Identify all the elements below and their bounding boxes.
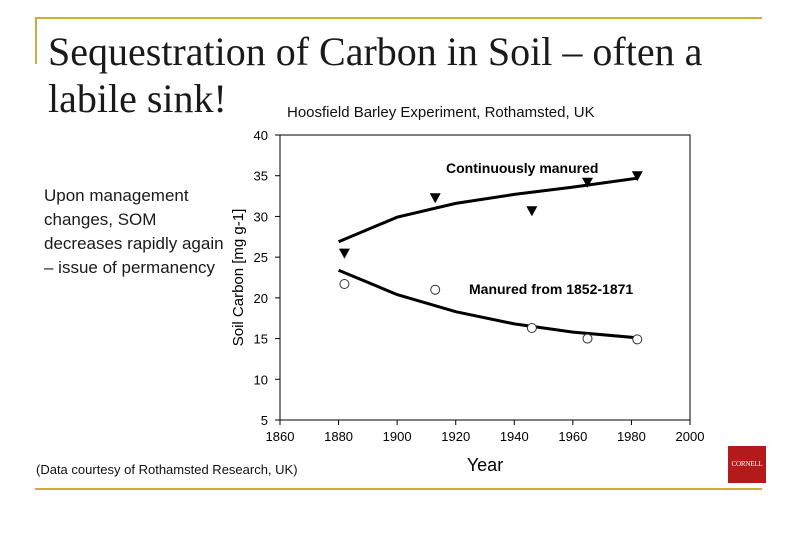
x-tick-label: 1860 bbox=[266, 429, 295, 444]
data-point-triangle bbox=[338, 248, 350, 259]
data-point-circle bbox=[632, 334, 643, 345]
x-axis-label: Year bbox=[467, 455, 503, 475]
y-tick-label: 40 bbox=[254, 128, 268, 143]
data-point-circle bbox=[430, 284, 441, 295]
fit-curve-series-2 bbox=[338, 268, 638, 340]
data-point-triangle bbox=[526, 206, 538, 217]
slide-title: Sequestration of Carbon in Soil – often … bbox=[48, 29, 703, 121]
fit-curve-series-1 bbox=[338, 176, 638, 244]
soil-carbon-chart: 1860 1880 1900 1920 1940 1960 1980 2000 5 10 15 20 2… bbox=[230, 128, 705, 475]
y-tick-label: 10 bbox=[254, 372, 268, 387]
x-tick-label: 1920 bbox=[441, 429, 470, 444]
x-tick-label: 2000 bbox=[676, 429, 705, 444]
data-point-circle bbox=[526, 322, 537, 333]
x-tick-label: 1900 bbox=[383, 429, 412, 444]
y-tick-label: 30 bbox=[254, 209, 268, 224]
data-point-triangle bbox=[429, 193, 441, 204]
cornell-logo: CORNELL bbox=[728, 446, 766, 483]
y-tick-label: 5 bbox=[261, 413, 268, 428]
management-note: Upon management changes, SOM decreases r… bbox=[44, 186, 224, 277]
data-point-circle bbox=[339, 279, 350, 290]
data-point-triangle bbox=[631, 171, 643, 182]
data-credit: (Data courtesy of Rothamsted Research, U… bbox=[36, 462, 298, 477]
y-axis-label: Soil Carbon [mg g-1] bbox=[230, 209, 247, 347]
x-tick-label: 1960 bbox=[558, 429, 587, 444]
y-tick-label: 15 bbox=[254, 332, 268, 347]
y-tick-label: 20 bbox=[254, 291, 268, 306]
top-accent-rule bbox=[35, 17, 762, 19]
y-tick-label: 25 bbox=[254, 250, 268, 265]
bottom-accent-rule bbox=[35, 488, 762, 490]
x-tick-label: 1880 bbox=[324, 429, 353, 444]
series-label-manured-1852-1871: Manured from 1852-1871 bbox=[469, 281, 633, 297]
left-accent-rule bbox=[35, 17, 37, 64]
data-point-triangle bbox=[582, 177, 593, 188]
chart-subtitle: Hoosfield Barley Experiment, Rothamsted,… bbox=[287, 104, 595, 121]
data-point-circle bbox=[582, 333, 593, 344]
series-label-continuously-manured: Continuously manured bbox=[446, 160, 598, 176]
plot-frame bbox=[279, 134, 691, 421]
x-tick-label: 1940 bbox=[500, 429, 529, 444]
y-tick-label: 35 bbox=[254, 169, 268, 184]
x-tick-label: 1980 bbox=[617, 429, 646, 444]
